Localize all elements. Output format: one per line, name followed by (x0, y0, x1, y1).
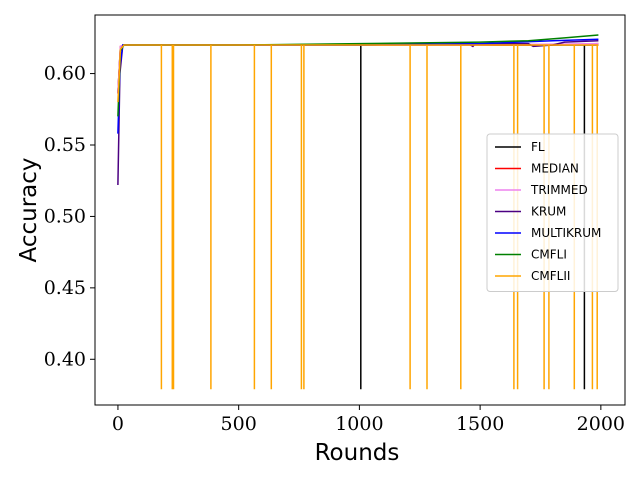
y-axis-label: Accuracy (16, 157, 42, 262)
legend-label-multikrum: MULTIKRUM (531, 226, 601, 240)
x-axis-label: Rounds (315, 440, 400, 466)
legend-label-median: MEDIAN (531, 162, 579, 176)
legend-label-krum: KRUM (531, 205, 566, 219)
y-tick-label: 0.50 (44, 205, 86, 227)
series-line-cmflii (117, 44, 599, 103)
y-tick-label: 0.55 (44, 134, 86, 156)
y-tick-label: 0.40 (44, 348, 86, 370)
legend-label-fl: FL (531, 140, 545, 154)
legend-label-cmflii: CMFLII (531, 269, 570, 283)
legend-box (486, 133, 619, 292)
x-tick-label: 0 (112, 413, 124, 435)
x-tick-label: 2000 (577, 413, 625, 435)
x-tick-label: 500 (221, 413, 257, 435)
y-tick-label: 0.60 (44, 63, 86, 85)
legend-label-cmfli: CMFLI (531, 248, 567, 262)
plot-frame (94, 14, 626, 406)
x-tick-label: 1000 (335, 413, 383, 435)
ticks-layer: 0 500 1000 1500 2000 0.40 0.45 0.50 0.55 0.60 (44, 63, 625, 435)
x-tick-label: 1500 (456, 413, 504, 435)
legend: FL MEDIAN TRIMMED KRUM MULTIKRUM CMFLI CMFLII (486, 133, 619, 292)
y-tick-label: 0.45 (44, 277, 86, 299)
legend-label-trimmed: TRIMMED (530, 183, 588, 197)
